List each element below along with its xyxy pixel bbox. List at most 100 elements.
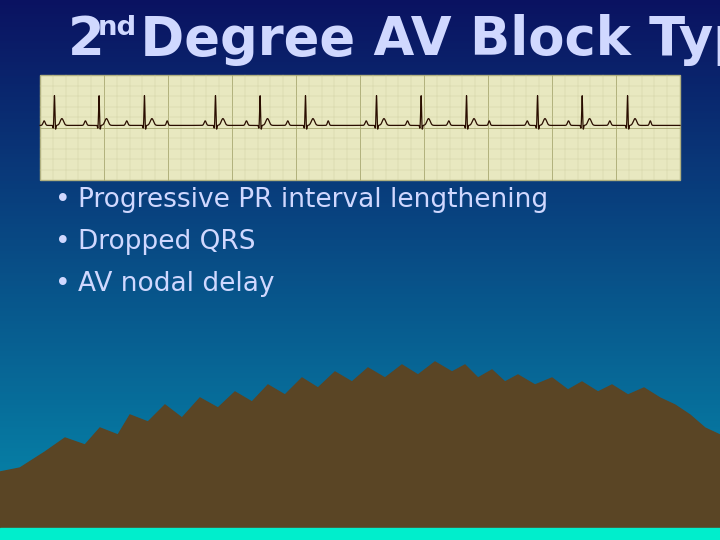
Bar [0, 508, 720, 510]
Bar [0, 386, 720, 389]
Bar [0, 68, 720, 70]
Bar [0, 11, 720, 14]
Bar [0, 316, 720, 319]
Bar [0, 286, 720, 289]
Bar [0, 489, 720, 491]
Bar [0, 230, 720, 232]
Bar [0, 483, 720, 486]
Bar [0, 73, 720, 76]
Bar [0, 49, 720, 51]
Text: Progressive PR interval lengthening: Progressive PR interval lengthening [78, 187, 548, 213]
Bar [0, 410, 720, 413]
Bar [0, 402, 720, 405]
Bar [0, 32, 720, 35]
Bar [0, 491, 720, 494]
Bar [0, 100, 720, 103]
Bar [0, 119, 720, 122]
Bar [0, 178, 720, 181]
Bar [0, 202, 720, 205]
Bar [0, 378, 720, 381]
Bar [0, 181, 720, 184]
Bar [0, 103, 720, 105]
Bar [0, 481, 720, 483]
Text: •: • [55, 229, 71, 255]
Bar [0, 251, 720, 254]
Bar [0, 208, 720, 211]
Bar [0, 505, 720, 508]
Bar [0, 267, 720, 270]
Polygon shape [0, 388, 720, 540]
Bar [0, 292, 720, 294]
Bar [0, 456, 720, 459]
Bar [0, 270, 720, 273]
Bar [0, 162, 720, 165]
Bar [0, 532, 720, 535]
Bar [0, 176, 720, 178]
Text: 2: 2 [68, 14, 104, 66]
Bar [0, 240, 720, 243]
Bar [0, 462, 720, 464]
Bar [0, 446, 720, 448]
Bar [0, 57, 720, 59]
Bar [0, 205, 720, 208]
Bar [40, 75, 680, 180]
Bar [0, 122, 720, 124]
Bar [0, 154, 720, 157]
Bar [0, 518, 720, 521]
Bar [0, 186, 720, 189]
Bar [0, 475, 720, 478]
Bar [0, 273, 720, 275]
Bar [0, 526, 720, 529]
Bar [0, 51, 720, 54]
Bar [0, 392, 720, 394]
Bar [0, 375, 720, 378]
Bar [0, 59, 720, 62]
Bar [0, 275, 720, 278]
Text: AV nodal delay: AV nodal delay [78, 271, 274, 297]
Bar [0, 397, 720, 400]
Bar [0, 437, 720, 440]
Bar [0, 289, 720, 292]
Bar [0, 138, 720, 140]
Bar [0, 502, 720, 505]
Bar [0, 78, 720, 81]
Bar [0, 97, 720, 100]
Bar [0, 65, 720, 68]
Bar [0, 348, 720, 351]
Bar [0, 400, 720, 402]
Bar [0, 130, 720, 132]
Bar [0, 235, 720, 238]
Bar [0, 22, 720, 24]
Bar [0, 170, 720, 173]
Bar [0, 324, 720, 327]
Bar [0, 319, 720, 321]
Text: Dropped QRS: Dropped QRS [78, 229, 256, 255]
Bar [0, 516, 720, 518]
Bar [0, 111, 720, 113]
Bar [0, 297, 720, 300]
Bar [0, 81, 720, 84]
Bar [0, 308, 720, 310]
Bar [0, 35, 720, 38]
Bar [0, 435, 720, 437]
Bar [0, 418, 720, 421]
Bar [0, 254, 720, 256]
Bar [0, 300, 720, 302]
Bar [0, 105, 720, 108]
Bar [0, 211, 720, 213]
Bar [0, 427, 720, 429]
Bar [0, 408, 720, 410]
Bar [0, 256, 720, 259]
Bar [0, 86, 720, 89]
Bar [0, 19, 720, 22]
Bar [0, 284, 720, 286]
Bar [0, 370, 720, 373]
Bar [0, 70, 720, 73]
Bar [0, 43, 720, 46]
Bar [0, 3, 720, 5]
Bar [0, 443, 720, 445]
Bar [0, 321, 720, 324]
Bar [0, 143, 720, 146]
Bar [0, 148, 720, 151]
Bar [0, 354, 720, 356]
